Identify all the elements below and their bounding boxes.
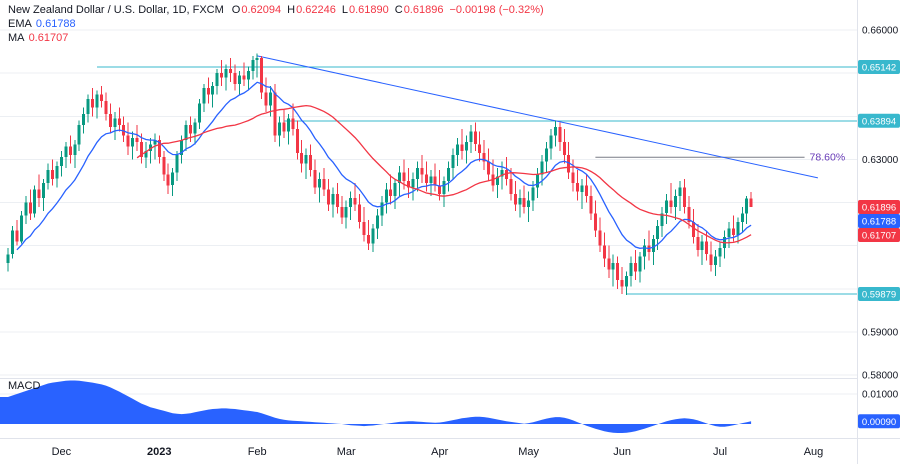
time-tick[interactable]: Jun [613,446,631,458]
price-label-value: 0.61788 [862,216,896,227]
ema-legend-row[interactable]: EMA 0.61788 [8,17,550,31]
price-tick: 0.59000 [862,327,899,338]
ema-label: EMA [8,18,32,30]
grid [0,29,857,395]
price-label-value: 0.61896 [862,202,896,213]
price-label-badge [858,60,900,74]
ma-legend-row[interactable]: MA 0.61707 [8,31,550,45]
price-label-value: 0.61707 [862,230,896,241]
candles [6,53,753,296]
price-tick: 0.58000 [862,371,899,382]
macd-label-value: 0.00090 [862,417,896,428]
time-tick[interactable]: 2023 [147,446,171,458]
macd-label: MACD [8,380,41,392]
price-label-badge [858,228,900,242]
open-value: 0.62094 [241,4,282,16]
macd-histogram-area [0,380,752,433]
horizontal-level-lines[interactable] [97,66,857,295]
ma-line[interactable] [136,104,752,244]
price-label-badge [858,214,900,228]
time-axis[interactable] [0,438,857,464]
change-value: −0.00198 (−0.32%) [449,4,544,16]
ma-label: MA [8,32,25,44]
low-value: 0.61890 [348,4,389,16]
fib-level-label: 78.60% [810,152,846,164]
ema-line[interactable] [16,81,752,251]
time-tick[interactable]: Mar [337,446,356,458]
price-label-value: 0.59879 [862,289,896,300]
time-tick[interactable]: Aug [804,446,824,458]
ema-value: 0.61788 [35,18,76,30]
high-value: 0.62246 [296,4,336,16]
close-value: 0.61896 [403,4,444,16]
open-label: O [231,4,241,16]
price-label-value: 0.63894 [862,116,896,127]
time-tick[interactable]: May [518,446,539,458]
time-tick[interactable]: Jul [713,446,727,458]
time-tick[interactable]: Apr [431,446,448,458]
low-label: L [341,4,348,16]
high-label: H [287,4,296,16]
price-label-value: 0.65142 [862,63,896,74]
price-tick: 0.66000 [862,26,899,37]
trendline[interactable] [257,55,819,179]
price-tick: 0.63000 [862,155,899,166]
macd-legend[interactable]: MACD [8,379,41,393]
price-label-badge [858,113,900,128]
time-tick[interactable]: Feb [248,446,267,458]
price-label-badge [858,287,900,301]
time-tick[interactable]: Dec [52,446,72,458]
symbol-title: New Zealand Dollar / U.S. Dollar, 1D, FX… [8,4,224,16]
macd-tick: 0.01000 [862,390,899,401]
price-label-badge [858,200,900,214]
macd-label-badge [858,414,900,429]
symbol-legend: New Zealand Dollar / U.S. Dollar, 1D, FX… [8,3,550,45]
ma-value: 0.61707 [28,32,69,44]
symbol-ohlc-row[interactable]: New Zealand Dollar / U.S. Dollar, 1D, FX… [8,3,550,17]
close-label: C [394,4,403,16]
